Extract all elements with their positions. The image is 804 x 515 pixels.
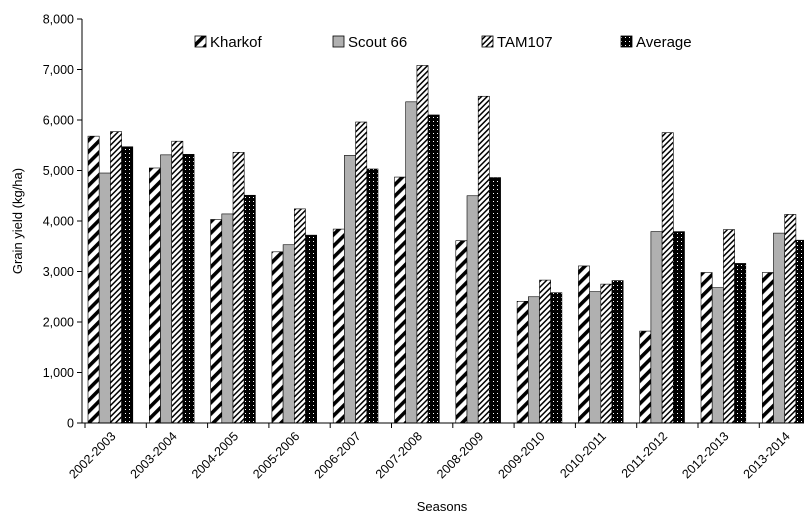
legend-label-average: Average — [636, 34, 692, 51]
bar-tam107-2009-2010 — [539, 279, 551, 424]
bar-average-2008-2009 — [489, 177, 501, 424]
bar-kharkof-2006-2007 — [332, 228, 345, 424]
bar-kharkof-2009-2010 — [516, 300, 529, 424]
x-tick-label: 2004-2005 — [189, 429, 241, 481]
x-tick-label: 2005-2006 — [250, 429, 302, 481]
bar-scout-66-2002-2003 — [98, 172, 111, 424]
bar-scout-66-2006-2007 — [344, 155, 356, 424]
bars-layer — [87, 65, 804, 424]
bar-scout-66-2007-2008 — [405, 101, 418, 424]
bar-scout-66-2003-2004 — [160, 154, 172, 424]
bar-average-2011-2012 — [672, 231, 685, 424]
bar-scout-66-2008-2009 — [466, 195, 479, 424]
bar-scout-66-2004-2005 — [221, 213, 234, 424]
bar-kharkof-2010-2011 — [578, 265, 590, 424]
y-tick-label: 1,000 — [43, 366, 74, 380]
bar-tam107-2013-2014 — [784, 214, 797, 424]
bar-average-2007-2008 — [427, 114, 440, 424]
bar-average-2002-2003 — [121, 146, 134, 424]
bar-tam107-2003-2004 — [171, 140, 184, 424]
bar-tam107-2012-2013 — [723, 229, 735, 424]
bar-average-2003-2004 — [182, 154, 195, 424]
bar-average-2006-2007 — [366, 168, 379, 424]
legend: Kharkof Scout 66 TAM107 Average — [194, 34, 692, 51]
bar-kharkof-2003-2004 — [149, 167, 161, 424]
legend-swatch-kharkof — [194, 35, 207, 48]
bar-average-2012-2013 — [734, 263, 747, 424]
x-tick-label: 2003-2004 — [128, 429, 180, 481]
bar-scout-66-2005-2006 — [282, 244, 295, 424]
bar-average-2009-2010 — [550, 292, 563, 424]
bar-tam107-2007-2008 — [416, 65, 429, 424]
bar-average-2004-2005 — [243, 194, 256, 424]
x-tick-label: 2011-2012 — [619, 429, 671, 481]
bar-kharkof-2008-2009 — [455, 240, 468, 424]
y-tick-label: 6,000 — [43, 114, 74, 128]
legend-swatch-tam107 — [481, 35, 494, 48]
bar-kharkof-2002-2003 — [87, 135, 100, 424]
bar-tam107-2011-2012 — [661, 132, 674, 424]
legend-label-scout-66: Scout 66 — [348, 34, 407, 51]
bar-average-2010-2011 — [611, 280, 624, 424]
y-tick-label: 5,000 — [43, 164, 74, 178]
bar-scout-66-2009-2010 — [527, 296, 540, 424]
bar-kharkof-2011-2012 — [639, 330, 652, 424]
bar-kharkof-2013-2014 — [761, 272, 774, 424]
legend-label-tam107: TAM107 — [497, 34, 553, 51]
bar-scout-66-2011-2012 — [650, 231, 663, 424]
x-tick-label: 2006-2007 — [312, 429, 364, 481]
y-tick-label: 4,000 — [43, 215, 74, 229]
bar-kharkof-2007-2008 — [394, 176, 406, 424]
bar-tam107-2005-2006 — [293, 208, 306, 424]
x-tick-label: 2002-2003 — [66, 429, 118, 481]
x-tick-label: 2012-2013 — [679, 429, 731, 481]
y-tick-label: 8,000 — [43, 13, 74, 27]
bar-kharkof-2012-2013 — [700, 272, 713, 424]
x-tick-label: 2008-2009 — [434, 429, 486, 481]
y-tick-label: 0 — [67, 417, 74, 431]
bar-tam107-2004-2005 — [232, 152, 245, 424]
bar-tam107-2008-2009 — [477, 95, 490, 424]
bar-tam107-2010-2011 — [600, 283, 613, 424]
y-tick-label: 2,000 — [43, 316, 74, 330]
bar-average-2013-2014 — [795, 239, 804, 424]
bar-scout-66-2013-2014 — [773, 232, 785, 424]
bar-average-2005-2006 — [305, 234, 317, 424]
bar-scout-66-2012-2013 — [711, 287, 724, 424]
bar-tam107-2006-2007 — [355, 121, 368, 424]
bar-tam107-2002-2003 — [110, 131, 122, 424]
y-tick-label: 3,000 — [43, 265, 74, 279]
y-axis-title: Grain yield (kg/ha) — [10, 168, 25, 274]
bar-kharkof-2005-2006 — [271, 251, 284, 424]
legend-label-kharkof: Kharkof — [210, 34, 263, 51]
x-tick-label: 2007-2008 — [373, 429, 425, 481]
bar-kharkof-2004-2005 — [210, 219, 223, 424]
x-axis-title: Seasons — [417, 499, 468, 514]
legend-swatch-scout-66 — [332, 35, 345, 48]
y-tick-label: 7,000 — [43, 63, 74, 77]
x-tick-label: 2013-2014 — [741, 429, 793, 481]
bar-scout-66-2010-2011 — [589, 291, 602, 424]
x-tick-label: 2010-2011 — [557, 429, 609, 481]
legend-swatch-average — [620, 35, 633, 48]
y-axis-ticks: 0 1,000 2,000 3,000 4,000 5,000 6,000 7,000 8,00… — [43, 13, 82, 431]
x-tick-label: 2009-2010 — [495, 429, 547, 481]
x-axis-ticks: 2002-2003 2003-2004 2004-2005 2005-2006 2006… — [66, 423, 793, 481]
